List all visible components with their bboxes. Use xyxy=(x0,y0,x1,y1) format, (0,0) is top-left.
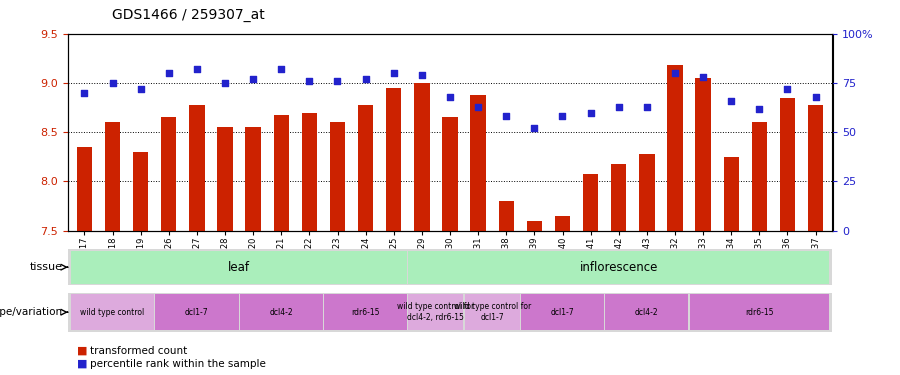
Bar xyxy=(554,216,571,231)
Point xyxy=(443,94,457,100)
Point xyxy=(386,70,400,76)
Point xyxy=(668,70,682,76)
Text: tissue: tissue xyxy=(30,262,63,272)
Bar xyxy=(442,117,458,231)
Bar xyxy=(409,294,464,330)
Point xyxy=(161,70,176,76)
Bar xyxy=(611,164,626,231)
Bar xyxy=(358,105,374,231)
Text: dcl1-7: dcl1-7 xyxy=(185,308,209,316)
Point xyxy=(724,98,738,104)
Text: dcl4-2: dcl4-2 xyxy=(269,308,293,316)
Bar xyxy=(71,251,407,284)
Point xyxy=(555,113,570,119)
Bar xyxy=(414,83,429,231)
Bar xyxy=(217,127,233,231)
Bar xyxy=(133,152,148,231)
Point xyxy=(190,66,204,72)
Bar xyxy=(526,221,542,231)
Bar xyxy=(779,98,796,231)
Point xyxy=(77,90,92,96)
Point xyxy=(330,78,345,84)
Bar xyxy=(324,294,407,330)
Bar xyxy=(386,88,401,231)
Bar xyxy=(71,294,154,330)
Point xyxy=(274,66,288,72)
Point xyxy=(499,113,513,119)
Point xyxy=(527,125,542,131)
Bar xyxy=(639,154,654,231)
Point xyxy=(696,74,710,80)
Bar xyxy=(409,251,829,284)
Bar xyxy=(808,105,824,231)
Bar xyxy=(155,294,238,330)
Text: genotype/variation: genotype/variation xyxy=(0,307,63,317)
Bar xyxy=(696,78,711,231)
Bar xyxy=(499,201,514,231)
Bar xyxy=(76,147,92,231)
Text: transformed count: transformed count xyxy=(90,346,187,355)
Point xyxy=(583,110,598,116)
Point xyxy=(105,80,120,86)
Point xyxy=(302,78,317,84)
Text: dcl4-2: dcl4-2 xyxy=(635,308,659,316)
Point xyxy=(415,72,429,78)
Bar xyxy=(329,122,346,231)
Bar xyxy=(752,122,767,231)
Point xyxy=(246,76,260,82)
Text: ■: ■ xyxy=(76,359,87,369)
Bar xyxy=(521,294,604,330)
Bar xyxy=(464,294,520,330)
Text: percentile rank within the sample: percentile rank within the sample xyxy=(90,359,266,369)
Bar xyxy=(161,117,176,231)
Point xyxy=(358,76,373,82)
Bar xyxy=(274,116,289,231)
Point xyxy=(611,104,625,110)
Bar xyxy=(724,157,739,231)
Point xyxy=(471,104,485,110)
Point xyxy=(133,86,148,92)
Bar xyxy=(605,294,688,330)
Bar xyxy=(189,105,204,231)
Text: wild type control for
dcl4-2, rdr6-15: wild type control for dcl4-2, rdr6-15 xyxy=(397,302,474,322)
Text: wild type control for
dcl1-7: wild type control for dcl1-7 xyxy=(454,302,531,322)
Bar xyxy=(302,112,317,231)
Text: dcl1-7: dcl1-7 xyxy=(551,308,574,316)
Point xyxy=(218,80,232,86)
Point xyxy=(808,94,823,100)
Text: leaf: leaf xyxy=(228,261,250,274)
Point xyxy=(752,106,767,112)
Bar xyxy=(104,122,121,231)
Text: GDS1466 / 259307_at: GDS1466 / 259307_at xyxy=(112,9,266,22)
Text: ■: ■ xyxy=(76,346,87,355)
Text: wild type control: wild type control xyxy=(80,308,145,316)
Bar xyxy=(471,95,486,231)
Text: rdr6-15: rdr6-15 xyxy=(351,308,380,316)
Bar xyxy=(583,174,599,231)
Point xyxy=(640,104,654,110)
Bar xyxy=(246,127,261,231)
Point xyxy=(780,86,795,92)
Text: rdr6-15: rdr6-15 xyxy=(745,308,774,316)
Bar xyxy=(689,294,829,330)
Bar xyxy=(239,294,323,330)
Text: inflorescence: inflorescence xyxy=(580,261,658,274)
Bar xyxy=(667,65,683,231)
